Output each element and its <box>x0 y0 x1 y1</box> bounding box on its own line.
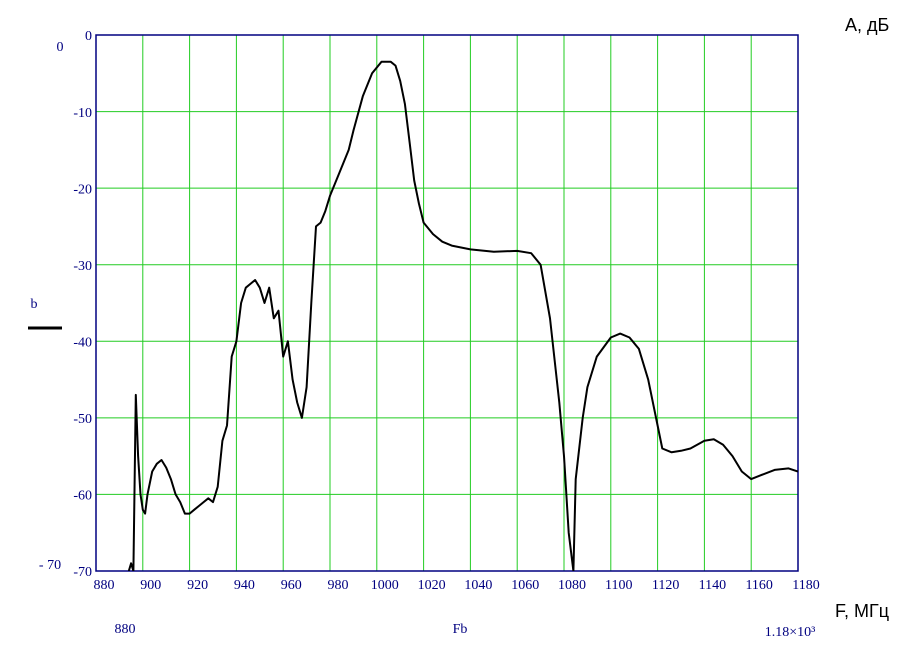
y-range-max-label: 0 <box>57 40 64 55</box>
y-tick-label: -50 <box>73 412 92 427</box>
y-tick-label: -30 <box>73 259 92 274</box>
y-range-min-label: - 70 <box>39 558 61 573</box>
x-range-min-label: 880 <box>115 622 136 637</box>
x-range-max-label: 1.18×10³ <box>765 625 816 640</box>
x-tick-label: 1060 <box>511 578 539 593</box>
data-line <box>127 60 798 571</box>
x-tick-label: 920 <box>187 578 208 593</box>
x-tick-label: 1080 <box>558 578 586 593</box>
x-tick-label: 1160 <box>745 578 772 593</box>
x-tick-label: 1180 <box>792 578 819 593</box>
y-tick-label: 0 <box>85 29 92 44</box>
x-tick-label: 880 <box>94 578 115 593</box>
x-tick-label: 1120 <box>652 578 679 593</box>
x-tick-label: 1020 <box>418 578 446 593</box>
y-unit-label: A, дБ <box>845 15 889 35</box>
x-tick-label: 900 <box>140 578 161 593</box>
x-axis-label: Fb <box>453 622 468 637</box>
plot-frame <box>95 34 799 572</box>
x-tick-label: 1140 <box>699 578 726 593</box>
x-unit-label: F, МГц <box>835 601 889 621</box>
x-tick-label: 1040 <box>464 578 492 593</box>
y-tick-label: -70 <box>73 565 92 580</box>
x-tick-label: 1100 <box>605 578 632 593</box>
x-tick-label: 1000 <box>371 578 399 593</box>
y-tick-label: -40 <box>73 336 92 351</box>
y-tick-label: -60 <box>73 489 92 504</box>
x-tick-label: 960 <box>281 578 302 593</box>
y-tick-label: -10 <box>73 106 92 121</box>
x-tick-label: 940 <box>234 578 255 593</box>
y-tick-label: -20 <box>73 182 92 197</box>
x-tick-label: 980 <box>328 578 349 593</box>
y-axis-label: b <box>31 297 38 312</box>
